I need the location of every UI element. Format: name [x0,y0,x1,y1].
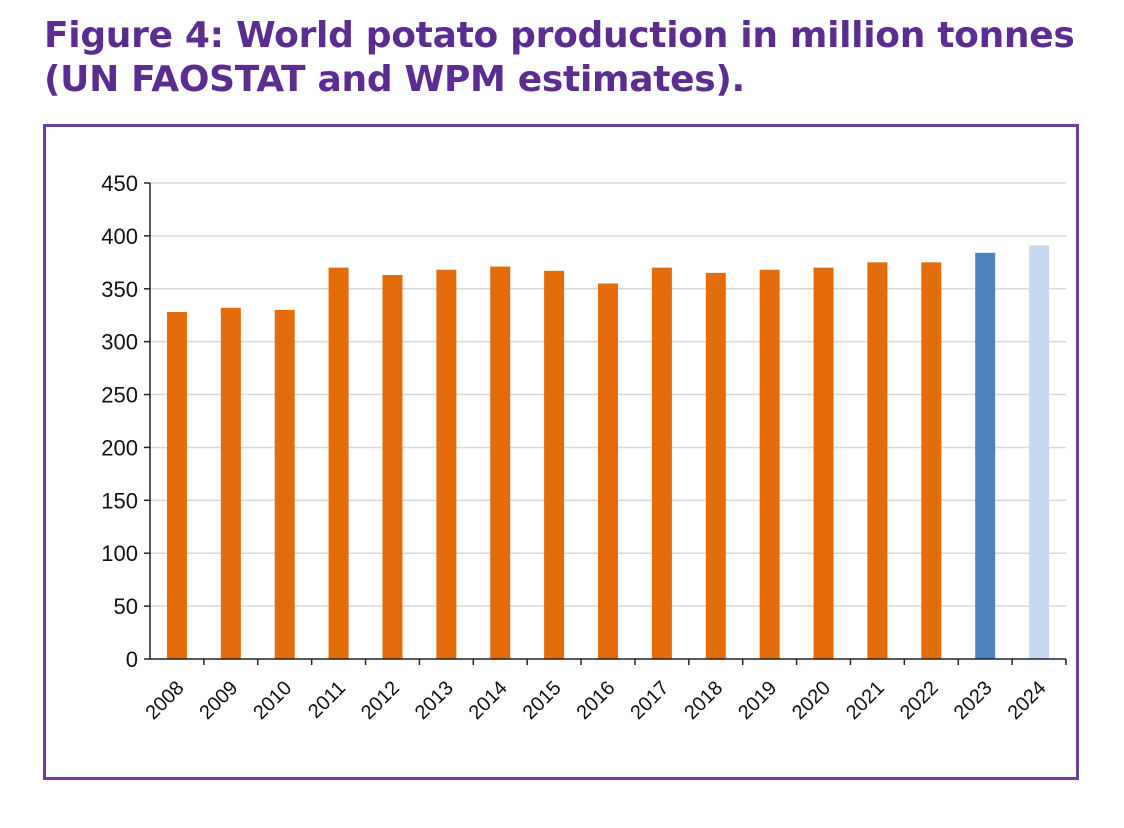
y-tick-label: 150 [101,488,138,513]
bar-2009 [220,307,241,659]
figure-title-line-1: Figure 4: World potato production in mil… [44,15,1075,56]
x-tick-label: 2009 [195,677,242,724]
bar-2020 [813,267,834,659]
bar-2018 [705,272,726,659]
y-tick-label: 0 [126,647,138,672]
y-tick-label: 50 [114,594,138,619]
bar-2015 [544,270,565,659]
bar-2022 [921,262,942,659]
x-tick-label: 2010 [249,677,296,724]
bar-chart: 0 50 100 150 200 250 300 350 400 450 2008 2009 2010… [101,171,1067,724]
axes [144,182,1067,665]
y-tick-label: 200 [101,435,138,460]
y-tick-label: 450 [101,171,138,196]
bar-2017 [651,267,672,659]
x-tick-label: 2022 [896,677,943,724]
bar-2010 [274,309,295,659]
y-tick-label: 300 [101,330,138,355]
bar-2021 [867,262,888,659]
bar-2012 [382,275,403,659]
y-tick-label: 100 [101,541,138,566]
bar-2013 [436,269,457,659]
figure-title: Figure 4: World potato production in mil… [44,14,1104,102]
x-tick-label: 2014 [465,677,512,724]
x-tick-label: 2015 [519,677,566,724]
bar-2024 [1029,245,1050,660]
bar-2011 [328,267,349,659]
x-tick-label: 2020 [788,677,835,724]
bar-2008 [166,312,187,659]
figure-title-line-2: (UN FAOSTAT and WPM estimates). [44,59,745,100]
bar-2023 [975,252,996,659]
x-tick-label: 2012 [357,677,404,724]
x-tick-label: 2016 [573,677,620,724]
bar-2016 [598,283,618,659]
y-tick-label: 350 [101,277,138,302]
x-tick-label: 2013 [411,677,458,724]
x-tick-labels: 2008 2009 2010 2011 2012 2013 2014 2015 2016 2017… [141,677,1050,724]
x-tick-label: 2018 [680,677,727,724]
chart-frame: 0 50 100 150 200 250 300 350 400 450 2008 2009 2010… [43,124,1079,780]
x-tick-label: 2021 [842,677,889,724]
y-tick-labels: 0 50 100 150 200 250 300 350 400 450 [101,171,138,672]
x-tick-label: 2023 [950,677,997,724]
x-tick-label: 2017 [626,677,673,724]
x-tick-label: 2019 [734,677,781,724]
y-tick-label: 250 [101,383,138,408]
x-tick-label: 2011 [304,677,350,723]
bar-2019 [759,269,780,659]
bar-2014 [490,266,511,659]
x-tick-label: 2008 [141,677,188,724]
bars [166,245,1050,660]
x-tick-label: 2024 [1004,677,1051,724]
y-tick-label: 400 [101,224,138,249]
